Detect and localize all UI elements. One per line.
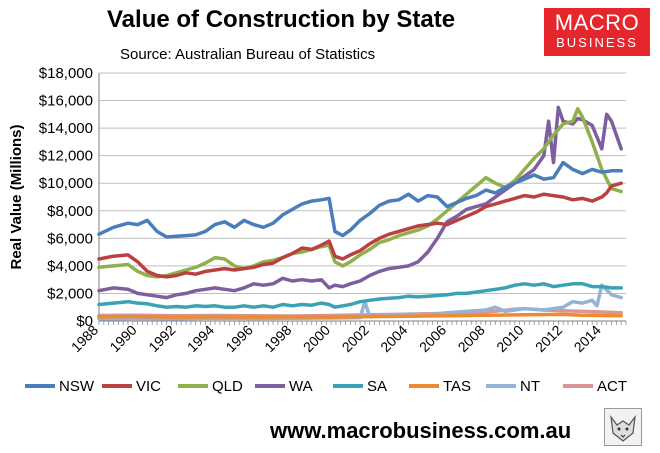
series-line-qld xyxy=(97,107,623,279)
y-tick-label: $10,000 xyxy=(39,175,93,192)
series-line-vic xyxy=(97,181,623,279)
y-tick-label: $14,000 xyxy=(39,120,93,137)
logo-line2: BUSINESS xyxy=(556,35,638,50)
y-tick-label: $16,000 xyxy=(39,93,93,110)
y-axis-title: Real Value (Millions) xyxy=(8,124,25,269)
series-line-nsw xyxy=(97,160,623,239)
x-tick-label: 2004 xyxy=(377,322,410,355)
x-tick-label: 2014 xyxy=(571,322,604,355)
legend-label-nt: NT xyxy=(520,378,540,395)
x-tick-label: 1994 xyxy=(184,322,217,355)
series-line-sa xyxy=(97,282,623,309)
legend-label-wa: WA xyxy=(289,378,313,395)
x-tick-label: 2000 xyxy=(300,322,333,355)
chart-subtitle: Source: Australian Bureau of Statistics xyxy=(120,46,376,63)
y-tick-label: $8,000 xyxy=(47,203,93,220)
series-line-wa xyxy=(97,105,623,300)
x-tick-label: 2006 xyxy=(416,322,449,355)
y-tick-label: $2,000 xyxy=(47,285,93,302)
macrobusiness-logo[interactable]: MACRO BUSINESS xyxy=(544,8,650,56)
x-tick-label: 2008 xyxy=(455,322,488,355)
x-tick-label: 1990 xyxy=(106,322,139,355)
x-tick-label: 1998 xyxy=(261,322,294,355)
chart-title: Value of Construction by State xyxy=(107,6,456,33)
y-tick-label: $18,000 xyxy=(39,65,93,82)
fox-logo-icon xyxy=(604,408,642,446)
y-tick-label: $12,000 xyxy=(39,148,93,165)
x-tick-label: 1992 xyxy=(145,322,178,355)
y-tick-label: $4,000 xyxy=(47,258,93,275)
series-line-tas xyxy=(97,312,623,319)
legend-label-sa: SA xyxy=(367,378,387,395)
x-tick-label: 1988 xyxy=(68,322,101,355)
legend-label-nsw: NSW xyxy=(59,378,95,395)
website-url[interactable]: www.macrobusiness.com.au xyxy=(270,418,572,443)
logo-line1: MACRO xyxy=(554,10,640,35)
legend-label-tas: TAS xyxy=(443,378,471,395)
y-tick-label: $0 xyxy=(76,313,93,330)
legend-label-qld: QLD xyxy=(212,378,243,395)
x-tick-label: 2010 xyxy=(493,322,526,355)
y-tick-label: $6,000 xyxy=(47,230,93,247)
x-tick-label: 1996 xyxy=(222,322,255,355)
x-tick-label: 2012 xyxy=(532,322,565,355)
legend-label-act: ACT xyxy=(597,378,627,395)
x-tick-label: 2002 xyxy=(339,322,372,355)
legend-label-vic: VIC xyxy=(136,378,161,395)
